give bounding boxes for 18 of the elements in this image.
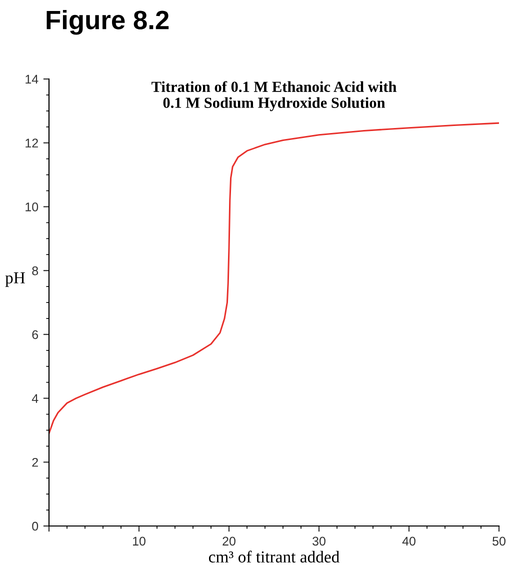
x-tick-label: 10: [133, 536, 146, 546]
y-tick-label: 12: [26, 138, 38, 148]
x-tick-label: 20: [222, 536, 236, 546]
text: Titration of 0.1 M Ethanoic Acid with 0.1 M Sodium Hydroxide Solution: [152, 81, 396, 112]
y-tick-label: 0: [32, 522, 38, 531]
caption: Figure 8.2: [46, 10, 169, 35]
x-axis-title: cm³ of titrant added: [208, 550, 340, 563]
x-tick-label: 40: [402, 536, 416, 546]
y-axis-title: pH: [5, 272, 25, 287]
y-tick-label: 2: [32, 458, 38, 467]
y-tick-label: 10: [26, 202, 38, 212]
y-tick-label: 14: [26, 74, 38, 84]
x-tick-label: 30: [312, 536, 326, 546]
y-tick-label: 4: [32, 394, 38, 403]
x-tick-label: 50: [492, 536, 506, 546]
y-tick-label: 6: [32, 330, 38, 340]
line-series: [49, 122, 499, 434]
y-tick-label: 8: [32, 266, 38, 276]
